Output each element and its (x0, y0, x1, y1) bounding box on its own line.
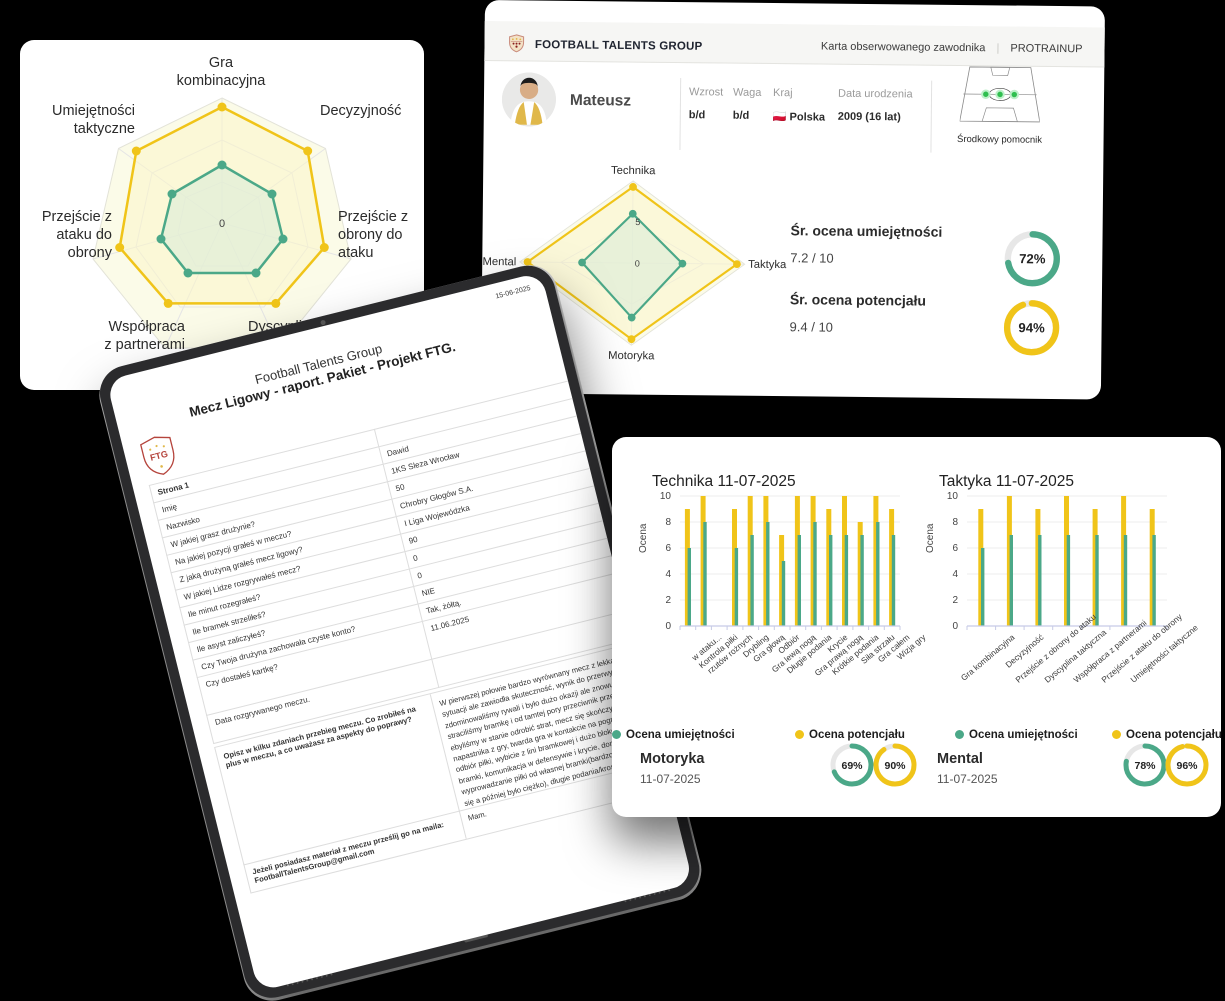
svg-text:78%: 78% (1134, 760, 1156, 772)
svg-text:8: 8 (665, 517, 671, 528)
svg-text:4: 4 (665, 569, 671, 580)
svg-text:0: 0 (635, 259, 640, 269)
svg-text:Technika: Technika (611, 165, 656, 177)
svg-text:Mental: Mental (483, 256, 517, 268)
svg-text:2: 2 (665, 595, 671, 606)
svg-text:94%: 94% (1018, 320, 1045, 335)
svg-text:6: 6 (952, 543, 958, 554)
svg-text:10: 10 (947, 491, 959, 502)
svg-text:8: 8 (952, 517, 958, 528)
svg-text:0: 0 (952, 621, 958, 632)
svg-text:0: 0 (219, 218, 225, 230)
svg-text:Motoryka: Motoryka (608, 350, 655, 362)
svg-text:90%: 90% (884, 760, 906, 772)
svg-text:2: 2 (952, 595, 958, 606)
svg-text:5: 5 (635, 217, 640, 227)
svg-text:4: 4 (952, 569, 958, 580)
svg-text:10: 10 (660, 491, 672, 502)
svg-text:69%: 69% (841, 760, 863, 772)
svg-text:72%: 72% (1019, 251, 1046, 266)
svg-text:0: 0 (665, 621, 671, 632)
svg-text:96%: 96% (1176, 760, 1198, 772)
svg-text:6: 6 (665, 543, 671, 554)
svg-text:Taktyka: Taktyka (748, 259, 787, 271)
